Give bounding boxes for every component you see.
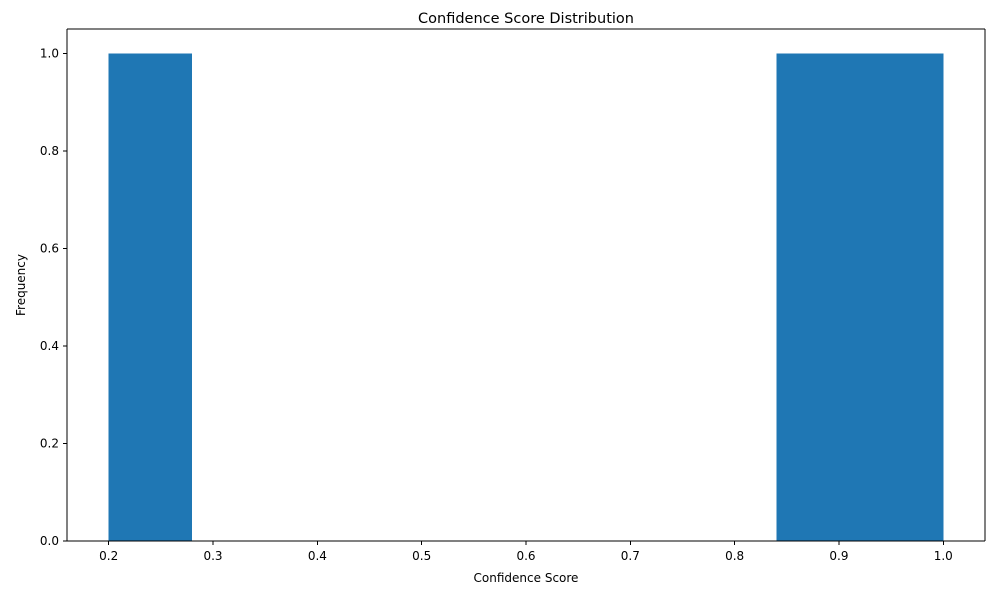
x-axis-label: Confidence Score — [474, 571, 579, 585]
histogram-bar-3 — [859, 53, 944, 541]
y-tick-label: 0.8 — [40, 144, 59, 158]
x-tick-label: 0.6 — [516, 549, 535, 563]
x-tick-label: 0.9 — [829, 549, 848, 563]
x-tick-label: 1.0 — [934, 549, 953, 563]
x-axis-ticks: 0.2 0.3 0.4 0.5 0.6 0.7 0.8 0.9 1.0 — [99, 541, 953, 563]
y-tick-label: 0.6 — [40, 241, 59, 255]
chart-title: Confidence Score Distribution — [418, 11, 634, 27]
x-tick-label: 0.8 — [725, 549, 744, 563]
y-tick-label: 0.2 — [40, 436, 59, 450]
histogram-bar-1 — [108, 53, 193, 541]
y-axis-ticks: 0.0 0.2 0.4 0.6 0.8 1.0 — [40, 46, 67, 548]
x-tick-label: 0.5 — [412, 549, 431, 563]
axes-frame — [66, 28, 986, 542]
x-tick-label: 0.7 — [621, 549, 640, 563]
bars-group — [108, 53, 944, 541]
x-tick-label: 0.4 — [308, 549, 327, 563]
x-tick-label: 0.3 — [203, 549, 222, 563]
histogram-bar-2 — [776, 53, 860, 541]
x-tick-label: 0.2 — [99, 549, 118, 563]
y-tick-label: 0.0 — [40, 534, 59, 548]
y-axis-label: Frequency — [14, 254, 28, 316]
y-tick-label: 1.0 — [40, 46, 59, 60]
y-tick-label: 0.4 — [40, 339, 59, 353]
